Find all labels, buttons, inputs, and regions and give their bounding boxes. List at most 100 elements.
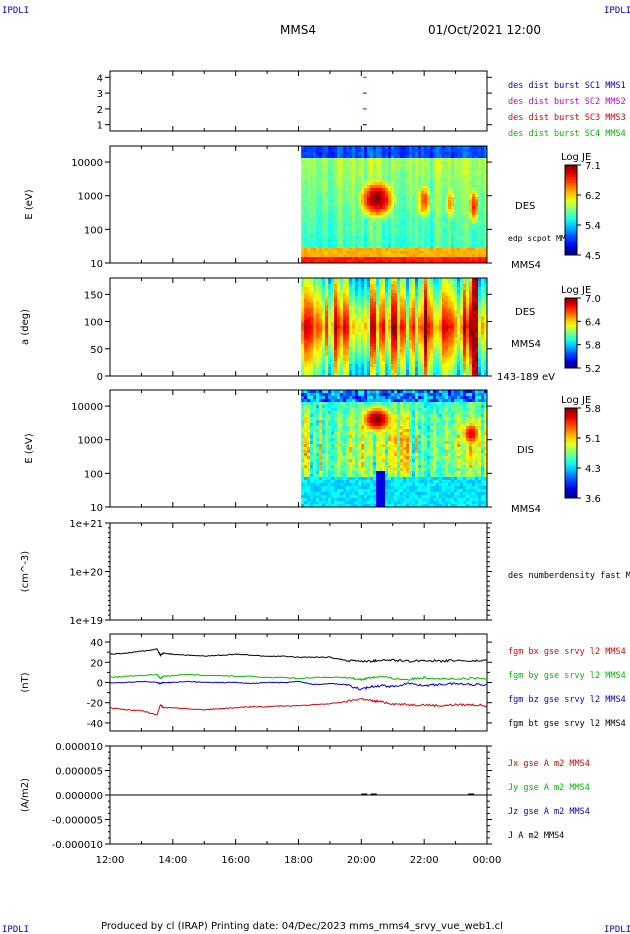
dis-energy-panel-cell bbox=[307, 477, 311, 481]
des-pitch-panel-cell bbox=[475, 313, 479, 318]
des-pitch-panel-cell bbox=[436, 301, 440, 306]
dis-energy-panel-cell bbox=[322, 477, 326, 481]
des-energy-panel-cell bbox=[481, 188, 485, 192]
des-energy-panel-cell bbox=[484, 248, 488, 252]
des-pitch-panel-cell bbox=[322, 301, 326, 306]
des-pitch-panel-cell bbox=[427, 337, 431, 341]
des-energy-panel-cell bbox=[442, 212, 446, 216]
des-pitch-panel-cell bbox=[388, 373, 392, 377]
des-energy-panel-colorbar-title: Log JE bbox=[561, 152, 591, 163]
des-energy-panel-cell bbox=[466, 149, 470, 153]
des-pitch-panel-cell bbox=[478, 349, 482, 353]
des-pitch-panel-cell bbox=[457, 358, 461, 362]
des-pitch-panel-cell bbox=[346, 346, 350, 350]
des-energy-panel-cell bbox=[391, 182, 395, 186]
des-pitch-panel-cell bbox=[412, 295, 416, 300]
des-energy-panel-cell bbox=[409, 248, 413, 252]
des-pitch-panel-cell bbox=[328, 313, 332, 318]
des-pitch-panel-cell bbox=[367, 361, 371, 365]
des-pitch-panel-cell bbox=[460, 286, 464, 291]
des-energy-panel-cell bbox=[376, 206, 380, 210]
des-energy-panel-cell bbox=[382, 248, 386, 252]
des-energy-panel-cell bbox=[481, 182, 485, 186]
des-energy-panel-cell bbox=[433, 158, 437, 162]
des-energy-panel-cell bbox=[385, 179, 389, 183]
dis-energy-panel-cell bbox=[319, 456, 323, 460]
des-energy-panel-cell bbox=[451, 164, 455, 168]
des-pitch-panel-cell bbox=[391, 301, 395, 306]
des-energy-panel-cell bbox=[457, 197, 461, 201]
des-pitch-panel-cell bbox=[436, 334, 440, 338]
des-pitch-panel-cell bbox=[379, 340, 383, 344]
des-energy-panel-cell bbox=[436, 176, 440, 180]
des-energy-panel-cell bbox=[349, 257, 353, 261]
des-energy-panel-cell bbox=[484, 236, 488, 240]
des-energy-panel-cell bbox=[331, 203, 335, 207]
des-pitch-panel-cell bbox=[391, 286, 395, 291]
des-energy-panel-cell bbox=[388, 161, 392, 165]
des-energy-panel-cell bbox=[328, 248, 332, 252]
des-energy-panel-cell bbox=[427, 146, 431, 150]
dis-energy-panel-cell bbox=[322, 444, 326, 448]
des-energy-panel-cell bbox=[454, 251, 458, 255]
des-energy-panel-cell bbox=[457, 164, 461, 168]
des-energy-panel-cell bbox=[367, 185, 371, 189]
des-energy-panel-cell bbox=[367, 149, 371, 153]
des-energy-panel-cell bbox=[346, 230, 350, 234]
des-energy-panel-cell bbox=[307, 176, 311, 180]
des-pitch-panel-cell bbox=[475, 295, 479, 300]
des-pitch-panel-cell bbox=[304, 304, 308, 309]
des-pitch-panel-cell bbox=[409, 310, 413, 315]
des-pitch-panel-cell bbox=[388, 304, 392, 309]
des-pitch-panel-cell bbox=[307, 346, 311, 350]
des-energy-panel-cell bbox=[364, 233, 368, 237]
des-pitch-panel-cell bbox=[439, 349, 443, 353]
des-energy-panel-cell bbox=[391, 194, 395, 198]
des-energy-panel-cell bbox=[436, 236, 440, 240]
des-pitch-panel-cell bbox=[421, 373, 425, 377]
des-pitch-panel-cell bbox=[415, 355, 419, 359]
des-energy-panel-cell bbox=[460, 245, 464, 249]
des-energy-panel-cell bbox=[373, 200, 377, 204]
des-energy-panel-cell bbox=[370, 254, 374, 258]
des-energy-panel-cell bbox=[361, 170, 365, 174]
des-pitch-panel-cell bbox=[385, 334, 389, 338]
des-pitch-panel-cell bbox=[418, 331, 422, 335]
des-energy-panel-cell bbox=[427, 203, 431, 207]
des-pitch-panel-cell bbox=[379, 298, 383, 303]
dis-energy-panel-cell bbox=[325, 477, 329, 481]
des-energy-panel-cell bbox=[355, 188, 359, 192]
des-pitch-panel-cell bbox=[403, 349, 407, 353]
des-pitch-panel-cell bbox=[382, 301, 386, 306]
des-pitch-panel-cell bbox=[478, 289, 482, 294]
des-energy-panel-cell bbox=[301, 209, 305, 213]
des-energy-panel-cell bbox=[442, 239, 446, 243]
dis-energy-panel-cell bbox=[322, 441, 326, 445]
des-energy-panel-cell bbox=[352, 188, 356, 192]
des-pitch-panel-cell bbox=[424, 340, 428, 344]
des-energy-panel-cell bbox=[355, 161, 359, 165]
des-pitch-panel-cell bbox=[355, 343, 359, 347]
des-energy-panel-cell bbox=[433, 161, 437, 165]
des-pitch-panel-cell bbox=[355, 358, 359, 362]
des-energy-panel-cell bbox=[313, 146, 317, 150]
des-pitch-panel-cell bbox=[454, 343, 458, 347]
des-energy-panel-cell bbox=[310, 227, 314, 231]
des-energy-panel-cell bbox=[478, 257, 482, 261]
des-energy-panel-cell bbox=[349, 206, 353, 210]
des-energy-panel-cell bbox=[448, 170, 452, 174]
des-energy-panel-cell bbox=[430, 254, 434, 258]
des-pitch-panel-cell bbox=[319, 331, 323, 335]
des-pitch-panel-cell bbox=[355, 367, 359, 371]
des-energy-panel-cell bbox=[307, 224, 311, 228]
des-energy-panel-cell bbox=[394, 257, 398, 261]
des-energy-panel-cell bbox=[433, 182, 437, 186]
des-pitch-panel-cell bbox=[484, 304, 488, 309]
des-energy-panel-cell bbox=[334, 206, 338, 210]
des-energy-panel-cell bbox=[385, 218, 389, 222]
des-pitch-panel-cell bbox=[325, 283, 329, 288]
des-pitch-panel-cell bbox=[394, 334, 398, 338]
des-energy-panel-cell bbox=[460, 203, 464, 207]
des-energy-panel-cell bbox=[313, 197, 317, 201]
des-energy-panel-cell bbox=[409, 188, 413, 192]
